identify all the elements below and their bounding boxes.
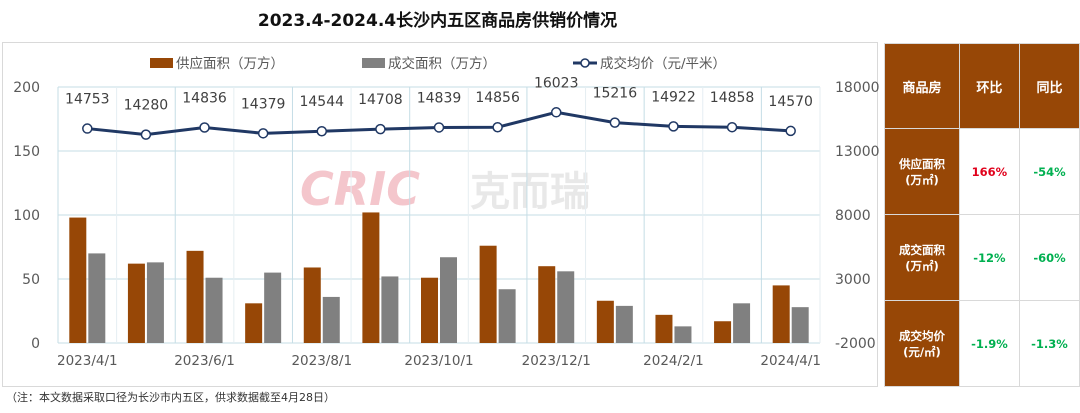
price-point bbox=[668, 121, 679, 132]
row-label: 供应面积 (万㎡) bbox=[884, 128, 960, 215]
price-data-label: 14708 bbox=[358, 92, 403, 108]
legend-price-label: 成交均价（元/平米） bbox=[600, 55, 726, 72]
watermark: CRIC bbox=[300, 162, 420, 216]
chart-frame bbox=[2, 42, 878, 387]
deal-bar bbox=[674, 326, 692, 343]
supply-bar bbox=[186, 250, 204, 343]
footnote: （注：本文数据采取口径为长沙市内五区，供求数据截至4月28日） bbox=[6, 391, 335, 404]
x-tick-label: 2024/4/1 bbox=[760, 353, 821, 369]
supply-bar bbox=[479, 245, 497, 343]
price-point bbox=[82, 123, 93, 134]
table-row: 成交均价 (元/㎡) -1.9% -1.3% bbox=[884, 300, 1080, 387]
y-left-tick: 50 bbox=[22, 272, 40, 288]
price-point bbox=[550, 107, 562, 118]
deal-bar bbox=[791, 307, 809, 343]
price-point bbox=[257, 128, 269, 139]
price-data-label: 16023 bbox=[534, 75, 579, 91]
legend-supply-swatch bbox=[150, 58, 173, 68]
y-right-tick: 8000 bbox=[835, 208, 871, 224]
price-data-label: 15216 bbox=[593, 86, 638, 102]
x-tick-label: 2024/2/1 bbox=[643, 353, 704, 369]
price-data-label: 14922 bbox=[651, 89, 696, 105]
x-tick-label: 2023/4/1 bbox=[57, 353, 118, 369]
y-right-tick: 18000 bbox=[835, 80, 880, 96]
price-point bbox=[375, 123, 386, 135]
price-point bbox=[199, 122, 210, 133]
price-point bbox=[316, 125, 328, 137]
price-data-label: 14856 bbox=[475, 90, 520, 106]
mom-value: 166% bbox=[958, 128, 1020, 215]
deal-bar bbox=[498, 289, 516, 343]
mom-value: -1.9% bbox=[958, 300, 1020, 387]
supply-bar bbox=[538, 266, 556, 343]
x-tick-label: 2023/12/1 bbox=[522, 353, 591, 369]
yoy-value: -54% bbox=[1018, 128, 1080, 215]
supply-bar bbox=[596, 300, 614, 343]
deal-bar bbox=[733, 303, 751, 343]
price-point bbox=[609, 117, 621, 128]
price-data-label: 14836 bbox=[182, 90, 227, 106]
y-left-tick: 200 bbox=[13, 80, 40, 96]
supply-bar bbox=[772, 285, 790, 343]
deal-bar bbox=[615, 305, 633, 343]
deal-bar bbox=[381, 276, 399, 343]
table-row: 成交面积 (万㎡) -12% -60% bbox=[884, 214, 1080, 301]
price-point bbox=[492, 121, 503, 133]
price-data-label: 14839 bbox=[417, 90, 462, 106]
y-left-tick: 100 bbox=[13, 208, 40, 224]
price-data-label: 14379 bbox=[241, 96, 286, 112]
supply-bar bbox=[245, 303, 263, 343]
y-right-tick: 3000 bbox=[835, 272, 871, 288]
row-label: 成交均价 (元/㎡) bbox=[884, 300, 960, 387]
deal-bar bbox=[88, 253, 106, 343]
supply-bar bbox=[421, 277, 438, 343]
deal-bar bbox=[557, 271, 575, 343]
chart-title: 2023.4-2024.4长沙内五区商品房供销价情况 bbox=[257, 11, 618, 31]
table-row: 供应面积 (万㎡) 166% -54% bbox=[884, 128, 1080, 215]
mom-value: -12% bbox=[958, 214, 1020, 301]
header-yoy: 同比 bbox=[1018, 43, 1080, 129]
price-data-label: 14753 bbox=[65, 92, 110, 108]
y-left-tick: 0 bbox=[31, 336, 40, 352]
yoy-value: -60% bbox=[1018, 214, 1080, 301]
price-point bbox=[433, 122, 445, 133]
supply-bar bbox=[655, 314, 673, 343]
price-data-label: 14858 bbox=[710, 90, 755, 106]
watermark: 克而瑞 bbox=[470, 169, 590, 215]
price-point bbox=[785, 125, 796, 137]
legend-deal-swatch bbox=[362, 58, 385, 68]
deal-bar bbox=[205, 277, 223, 343]
legend-price-marker bbox=[580, 58, 590, 68]
supply-bar bbox=[69, 217, 87, 343]
x-tick-label: 2023/10/1 bbox=[404, 353, 473, 369]
header-mom: 环比 bbox=[958, 43, 1020, 129]
price-point bbox=[726, 121, 738, 133]
y-right-tick: 13000 bbox=[835, 144, 880, 160]
deal-bar bbox=[322, 296, 340, 343]
supply-bar bbox=[362, 212, 380, 343]
x-tick-label: 2023/8/1 bbox=[291, 353, 352, 369]
combo-chart: CRIC 克而瑞 0 50 100 150 200 -2000 3000 8000 13000 180… bbox=[13, 55, 880, 369]
legend-supply-label: 供应面积（万方） bbox=[176, 55, 284, 72]
y-left-tick: 150 bbox=[13, 144, 40, 160]
row-label: 成交面积 (万㎡) bbox=[884, 214, 960, 301]
price-data-label: 14280 bbox=[124, 98, 169, 114]
deal-bar bbox=[146, 262, 164, 343]
header-category: 商品房 bbox=[884, 43, 960, 129]
deal-bar bbox=[264, 272, 282, 343]
price-data-label: 14570 bbox=[768, 94, 813, 110]
legend-deal-label: 成交面积（万方） bbox=[388, 55, 496, 72]
y-right-tick: -2000 bbox=[835, 336, 876, 352]
x-tick-label: 2023/6/1 bbox=[174, 353, 235, 369]
supply-bar bbox=[127, 263, 145, 343]
price-point bbox=[140, 129, 152, 140]
deal-bar bbox=[440, 257, 457, 343]
yoy-value: -1.3% bbox=[1018, 300, 1080, 387]
supply-bar bbox=[303, 267, 321, 343]
price-data-label: 14544 bbox=[299, 94, 344, 110]
change-table: 商品房 环比 同比 供应面积 (万㎡) 166% -54% 成交面积 (万㎡) -1… bbox=[884, 43, 1080, 387]
supply-bar bbox=[714, 321, 732, 343]
